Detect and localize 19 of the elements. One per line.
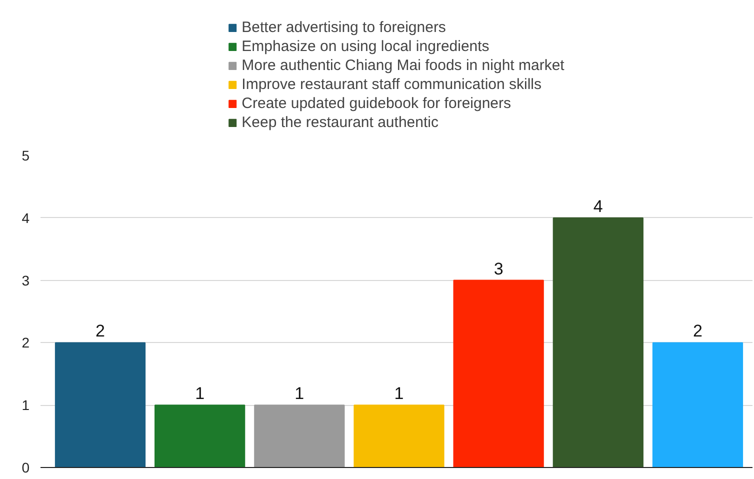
y-tick-label: 0	[22, 460, 30, 476]
legend-label: Improve restaurant staff communication skills	[242, 76, 542, 93]
data-label: 2	[693, 322, 702, 341]
legend-label: Create updated guidebook for foreigners	[242, 95, 512, 112]
y-tick-label: 4	[22, 210, 30, 226]
legend-label: Better advertising to foreigners	[242, 19, 446, 36]
data-label: 1	[195, 384, 205, 404]
data-label: 2	[96, 322, 105, 341]
data-label: 3	[494, 259, 504, 278]
data-label: 4	[593, 196, 603, 216]
y-tick-label: 2	[22, 334, 30, 351]
legend-label: More authentic Chiang Mai foods in night market	[242, 57, 564, 74]
data-label: 1	[294, 384, 304, 404]
legend-label: Keep the restaurant authentic	[242, 114, 438, 131]
y-tick-label: 3	[22, 272, 30, 288]
y-tick-label: 1	[22, 397, 30, 414]
data-label: 1	[394, 384, 404, 404]
legend-label: Emphasize on using local ingredients	[242, 38, 490, 55]
y-tick-label: 5	[22, 148, 30, 164]
